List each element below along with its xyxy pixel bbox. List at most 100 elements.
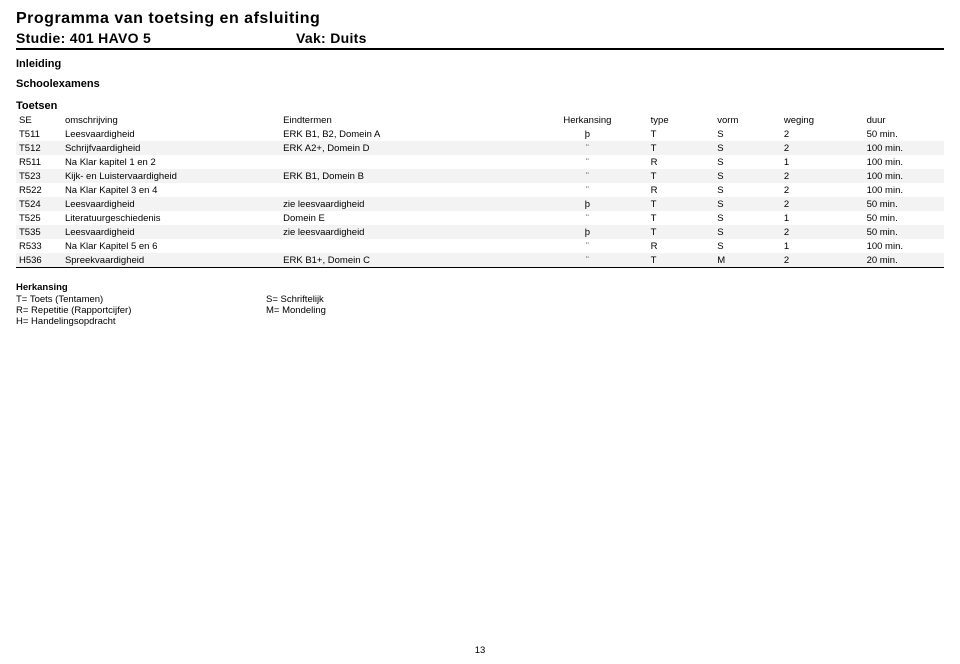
cell-vorm: S [714, 225, 781, 239]
table-row: R533Na Klar Kapitel 5 en 6¨RS1100 min. [16, 239, 944, 253]
cell-omsch: Leesvaardigheid [62, 127, 280, 141]
table-row: T524Leesvaardigheidzie leesvaardigheidþT… [16, 197, 944, 211]
cell-weging: 1 [781, 211, 864, 225]
cell-duur: 100 min. [864, 239, 944, 253]
cell-weging: 1 [781, 155, 864, 169]
cell-vorm: M [714, 253, 781, 268]
cell-duur: 100 min. [864, 155, 944, 169]
cell-se: R511 [16, 155, 62, 169]
cell-omsch: Schrijfvaardigheid [62, 141, 280, 155]
cell-vorm: S [714, 141, 781, 155]
cell-weging: 2 [781, 253, 864, 268]
inleiding-label: Inleiding [16, 58, 944, 70]
cell-se: T535 [16, 225, 62, 239]
cell-vorm: S [714, 239, 781, 253]
cell-type: R [648, 155, 715, 169]
cell-vorm: S [714, 127, 781, 141]
cell-herk: ¨ [527, 211, 648, 225]
cell-eind: ERK B1+, Domein C [280, 253, 527, 268]
cell-eind: ERK B1, Domein B [280, 169, 527, 183]
cell-omsch: Spreekvaardigheid [62, 253, 280, 268]
study-label: Studie: 401 HAVO 5 [16, 30, 296, 46]
cell-omsch: Na Klar Kapitel 5 en 6 [62, 239, 280, 253]
cell-type: T [648, 211, 715, 225]
cell-type: T [648, 225, 715, 239]
cell-weging: 2 [781, 127, 864, 141]
table-row: H536SpreekvaardigheidERK B1+, Domein C¨T… [16, 253, 944, 268]
cell-duur: 20 min. [864, 253, 944, 268]
cell-se: H536 [16, 253, 62, 268]
cell-herk: þ [527, 197, 648, 211]
toetsen-table: SE omschrijving Eindtermen Herkansing ty… [16, 114, 944, 268]
cell-herk: þ [527, 225, 648, 239]
cell-eind: ERK B1, B2, Domein A [280, 127, 527, 141]
cell-duur: 50 min. [864, 211, 944, 225]
cell-herk: ¨ [527, 239, 648, 253]
table-row: T511LeesvaardigheidERK B1, B2, Domein Aþ… [16, 127, 944, 141]
cell-omsch: Kijk- en Luistervaardigheid [62, 169, 280, 183]
cell-herk: ¨ [527, 253, 648, 268]
cell-weging: 2 [781, 169, 864, 183]
legend-h: H= Handelingsopdracht [16, 316, 266, 327]
table-header-row: SE omschrijving Eindtermen Herkansing ty… [16, 114, 944, 127]
page-title: Programma van toetsing en afsluiting [16, 10, 944, 28]
cell-type: T [648, 253, 715, 268]
cell-weging: 1 [781, 239, 864, 253]
col-omsch: omschrijving [62, 114, 280, 127]
cell-se: T525 [16, 211, 62, 225]
cell-se: T512 [16, 141, 62, 155]
cell-weging: 2 [781, 141, 864, 155]
col-eind: Eindtermen [280, 114, 527, 127]
cell-se: R522 [16, 183, 62, 197]
page-number: 13 [0, 645, 960, 656]
col-duur: duur [864, 114, 944, 127]
cell-herk: ¨ [527, 183, 648, 197]
cell-duur: 50 min. [864, 225, 944, 239]
cell-vorm: S [714, 211, 781, 225]
cell-eind [280, 239, 527, 253]
cell-vorm: S [714, 169, 781, 183]
legend-r: R= Repetitie (Rapportcijfer) [16, 305, 266, 316]
legend-m: M= Mondeling [266, 305, 326, 316]
cell-omsch: Leesvaardigheid [62, 225, 280, 239]
cell-herk: ¨ [527, 141, 648, 155]
cell-se: T511 [16, 127, 62, 141]
table-row: R511Na Klar kapitel 1 en 2¨RS1100 min. [16, 155, 944, 169]
cell-eind: zie leesvaardigheid [280, 225, 527, 239]
table-row: T512SchrijfvaardigheidERK A2+, Domein D¨… [16, 141, 944, 155]
cell-vorm: S [714, 155, 781, 169]
legend-block: Herkansing T= Toets (Tentamen) S= Schrif… [16, 282, 944, 327]
table-row: T525LiteratuurgeschiedenisDomein E¨TS150… [16, 211, 944, 225]
vak-label: Vak: Duits [296, 30, 367, 46]
col-vorm: vorm [714, 114, 781, 127]
cell-type: T [648, 169, 715, 183]
legend-t: T= Toets (Tentamen) [16, 294, 266, 305]
cell-omsch: Na Klar Kapitel 3 en 4 [62, 183, 280, 197]
table-row: T523Kijk- en LuistervaardigheidERK B1, D… [16, 169, 944, 183]
cell-type: R [648, 183, 715, 197]
cell-vorm: S [714, 197, 781, 211]
col-weging: weging [781, 114, 864, 127]
col-herk: Herkansing [527, 114, 648, 127]
cell-eind [280, 155, 527, 169]
cell-weging: 2 [781, 197, 864, 211]
legend-s: S= Schriftelijk [266, 294, 324, 305]
cell-omsch: Leesvaardigheid [62, 197, 280, 211]
cell-weging: 2 [781, 225, 864, 239]
cell-se: T523 [16, 169, 62, 183]
col-se: SE [16, 114, 62, 127]
cell-type: T [648, 141, 715, 155]
cell-se: T524 [16, 197, 62, 211]
cell-duur: 50 min. [864, 127, 944, 141]
cell-vorm: S [714, 183, 781, 197]
cell-se: R533 [16, 239, 62, 253]
cell-omsch: Literatuurgeschiedenis [62, 211, 280, 225]
table-row: R522Na Klar Kapitel 3 en 4¨RS2100 min. [16, 183, 944, 197]
subtitle-row: Studie: 401 HAVO 5 Vak: Duits [16, 30, 944, 50]
cell-eind [280, 183, 527, 197]
cell-eind: ERK A2+, Domein D [280, 141, 527, 155]
cell-type: T [648, 127, 715, 141]
legend-title: Herkansing [16, 282, 944, 293]
cell-herk: ¨ [527, 169, 648, 183]
cell-eind: zie leesvaardigheid [280, 197, 527, 211]
